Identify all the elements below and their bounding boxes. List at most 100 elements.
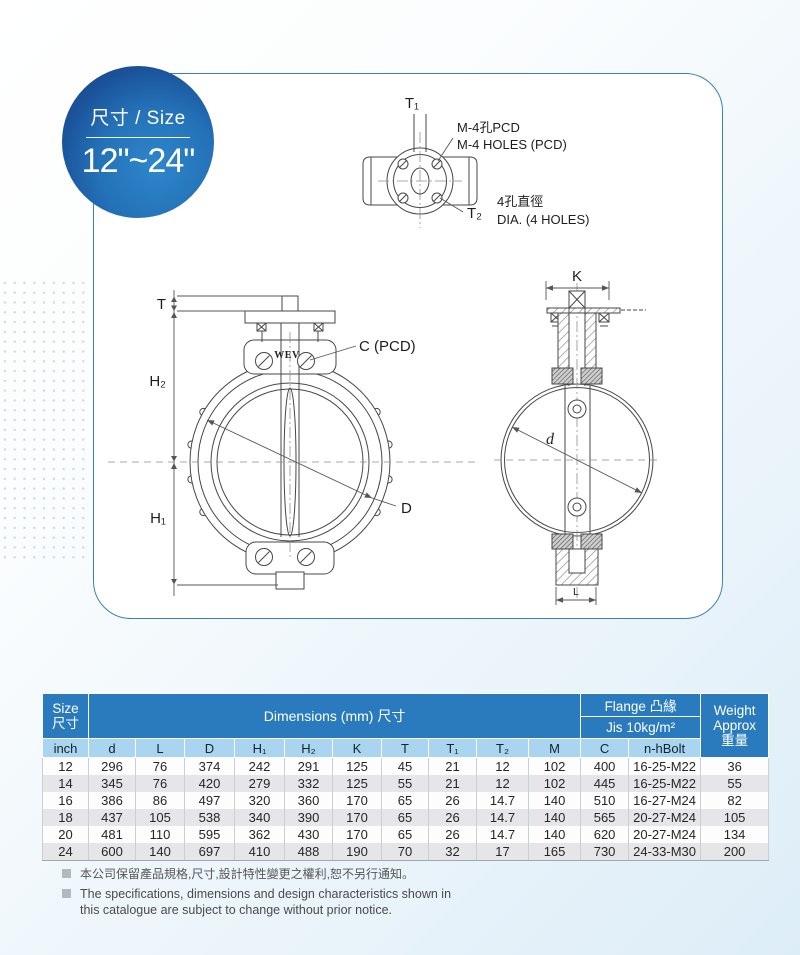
spec-cell: 26 <box>428 792 477 809</box>
spec-cell: 374 <box>184 757 235 775</box>
spec-cell: 565 <box>580 809 630 826</box>
col-header-l: L <box>135 738 185 758</box>
header-dimensions: Dimensions (mm) 尺寸 <box>87 693 582 739</box>
spec-cell: 538 <box>184 809 235 826</box>
spec-cell: 390 <box>284 809 333 826</box>
spec-cell: 26 <box>428 826 477 843</box>
spec-cell: 125 <box>332 775 382 792</box>
spec-cell: 430 <box>284 826 333 843</box>
spec-cell: 12 <box>42 757 89 775</box>
spec-cell: 102 <box>527 775 582 792</box>
header-weight: Weight Approx 重量 <box>700 693 770 758</box>
spec-cell: 20 <box>42 826 89 843</box>
spec-cell: 320 <box>234 792 285 809</box>
size-badge: 尺寸 / Size 12"~24" <box>62 66 214 218</box>
spec-cell: 296 <box>88 757 136 775</box>
spec-cell: 165 <box>527 843 582 861</box>
spec-cell: 170 <box>332 826 382 843</box>
spec-cell: 14.7 <box>476 792 529 809</box>
spec-cell: 14 <box>42 775 89 792</box>
spec-cell: 17 <box>476 843 529 861</box>
table-row-12: 12 296 76 374 242 291 125 45 21 12 102 400 16-25-M22… <box>42 757 770 775</box>
spec-cell: 140 <box>527 826 582 843</box>
table-row-16: 16 386 86 497 320 360 170 65 26 14.7 140 510 16-27-M… <box>42 792 770 809</box>
header-weight-en1: Weight <box>713 703 756 718</box>
header-size-cjk: 尺寸 <box>52 716 79 731</box>
spec-cell: 24-33-M30 <box>628 843 702 861</box>
spec-cell: 134 <box>700 826 770 843</box>
spec-cell: 279 <box>234 775 285 792</box>
spec-table-body: 12 296 76 374 242 291 125 45 21 12 102 400 16-25-M22… <box>42 757 770 861</box>
spec-cell: 291 <box>284 757 333 775</box>
spec-cell: 65 <box>381 792 429 809</box>
col-header-d: D <box>184 738 235 758</box>
footnote-cjk: 本公司保留產品規格,尺寸,設計特性變更之權利,恕不另行通知。 <box>62 866 414 882</box>
spec-cell: 730 <box>580 843 630 861</box>
spec-cell: 16-25-M22 <box>628 775 702 792</box>
spec-cell: 595 <box>184 826 235 843</box>
spec-cell: 45 <box>381 757 429 775</box>
spec-cell: 445 <box>580 775 630 792</box>
spec-cell: 12 <box>476 775 529 792</box>
spec-cell: 16 <box>42 792 89 809</box>
spec-cell: 620 <box>580 826 630 843</box>
spec-cell: 105 <box>700 809 770 826</box>
spec-cell: 437 <box>88 809 136 826</box>
spec-cell: 55 <box>700 775 770 792</box>
spec-cell: 170 <box>332 809 382 826</box>
spec-cell: 140 <box>135 843 185 861</box>
spec-cell: 105 <box>135 809 185 826</box>
spec-cell: 12 <box>476 757 529 775</box>
size-badge-range: 12"~24" <box>81 142 196 180</box>
spec-cell: 82 <box>700 792 770 809</box>
header-weight-cjk: 重量 <box>721 733 749 748</box>
spec-cell: 20-27-M24 <box>628 826 702 843</box>
spec-cell: 170 <box>332 792 382 809</box>
spec-cell: 362 <box>234 826 285 843</box>
header-flange: Flange 凸緣 <box>580 693 702 717</box>
spec-cell: 488 <box>284 843 333 861</box>
spec-cell: 332 <box>284 775 333 792</box>
spec-cell: 24 <box>42 843 89 861</box>
header-size: Size 尺寸 <box>42 693 89 739</box>
col-header-h₂: H₂ <box>284 738 333 758</box>
bullet-square-icon <box>62 869 71 878</box>
spec-cell: 481 <box>88 826 136 843</box>
col-header-n-hbolt: n-hBolt <box>628 738 702 758</box>
spec-cell: 125 <box>332 757 382 775</box>
spec-cell: 36 <box>700 757 770 775</box>
footnote-en: The specifications, dimensions and desig… <box>62 886 462 918</box>
spec-cell: 16-25-M22 <box>628 757 702 775</box>
spec-cell: 70 <box>381 843 429 861</box>
spec-cell: 21 <box>428 757 477 775</box>
bullet-square-icon <box>62 889 71 898</box>
spec-cell: 26 <box>428 809 477 826</box>
spec-cell: 86 <box>135 792 185 809</box>
spec-cell: 410 <box>234 843 285 861</box>
header-jis: Jis 10kg/m² <box>580 716 702 739</box>
spec-cell: 497 <box>184 792 235 809</box>
spec-cell: 510 <box>580 792 630 809</box>
spec-cell: 200 <box>700 843 770 861</box>
badge-divider <box>86 137 190 138</box>
spec-table-container: Size 尺寸 Dimensions (mm) 尺寸 Flange 凸緣 Wei… <box>42 693 770 861</box>
spec-cell: 420 <box>184 775 235 792</box>
spec-cell: 140 <box>527 809 582 826</box>
table-row-18: 18 437 105 538 340 390 170 65 26 14.7 140 565 20-27-… <box>42 809 770 826</box>
col-header-d: d <box>88 738 136 758</box>
spec-cell: 20-27-M24 <box>628 809 702 826</box>
spec-cell: 400 <box>580 757 630 775</box>
spec-cell: 140 <box>527 792 582 809</box>
spec-cell: 32 <box>428 843 477 861</box>
spec-cell: 345 <box>88 775 136 792</box>
col-header-m: M <box>527 738 582 758</box>
footnote-en-text: The specifications, dimensions and desig… <box>80 887 452 917</box>
col-header-t: T <box>381 738 429 758</box>
col-header-c: C <box>580 738 630 758</box>
spec-cell: 600 <box>88 843 136 861</box>
header-weight-en2: Approx <box>713 718 756 733</box>
table-row-14: 14 345 76 420 279 332 125 55 21 12 102 445 16-25-M22… <box>42 775 770 792</box>
spec-cell: 340 <box>234 809 285 826</box>
spec-cell: 65 <box>381 809 429 826</box>
